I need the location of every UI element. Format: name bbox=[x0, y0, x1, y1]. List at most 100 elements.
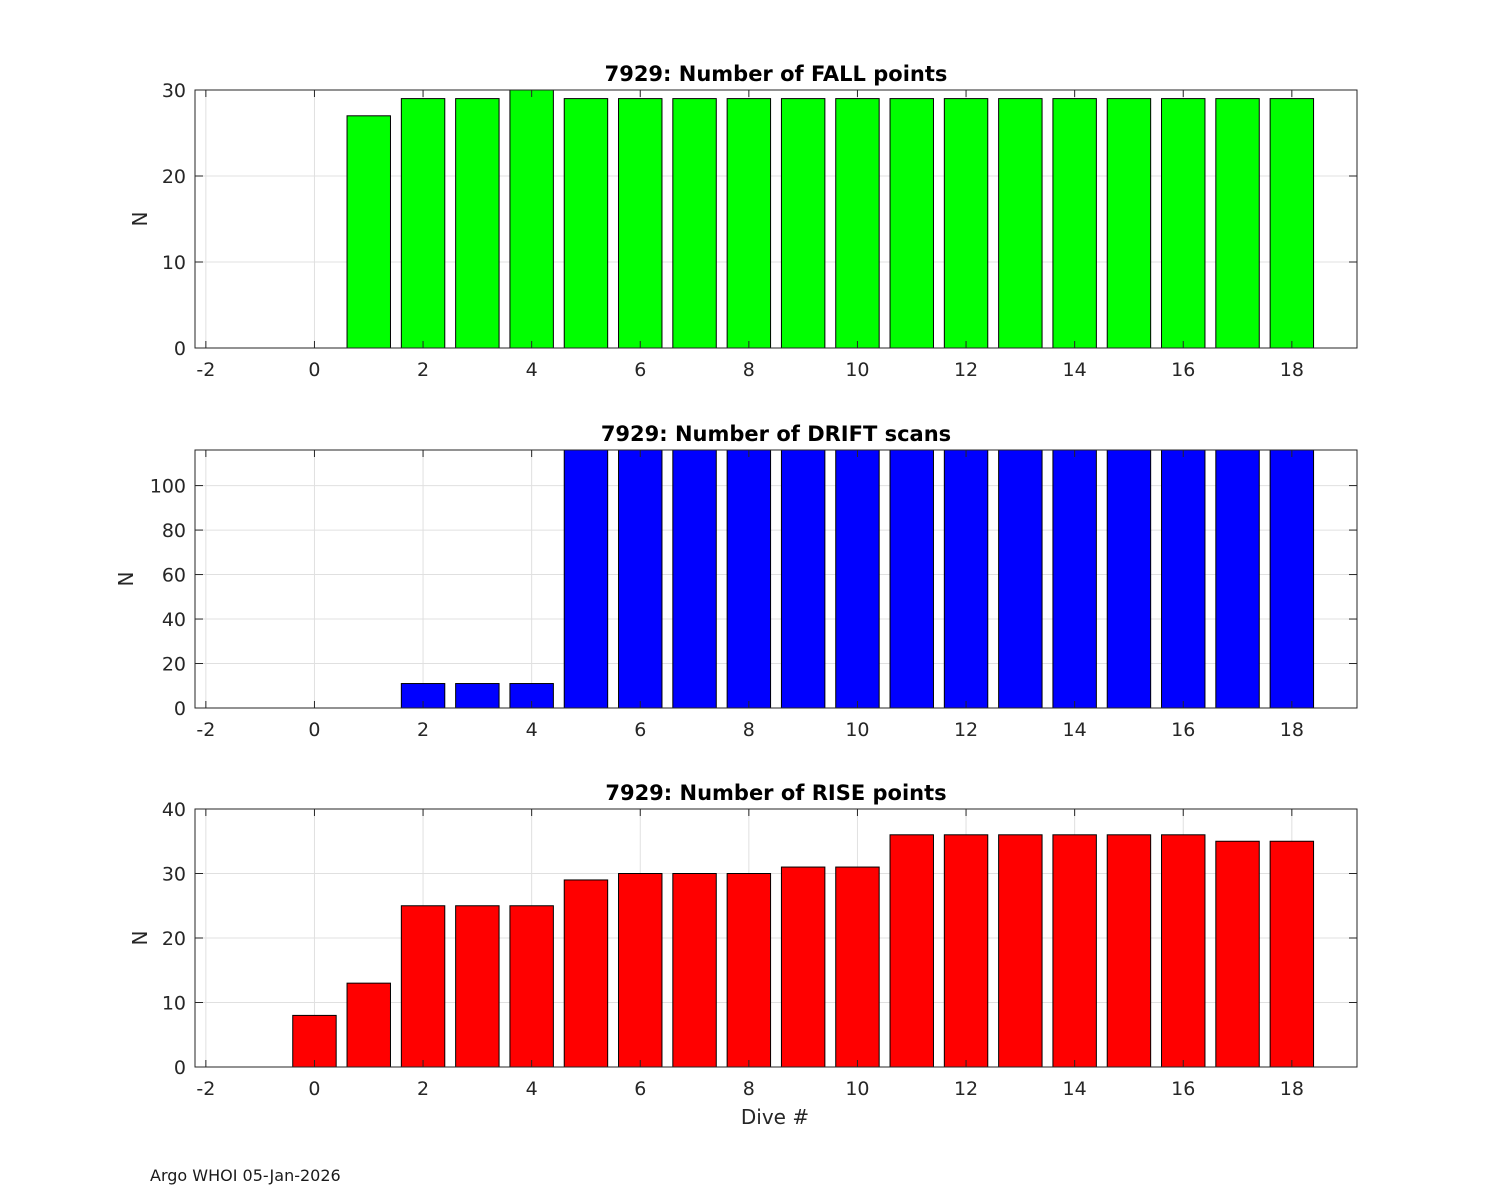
bar bbox=[455, 98, 500, 349]
x-tick-label: 14 bbox=[1063, 359, 1087, 381]
bar bbox=[1106, 449, 1152, 709]
chart-panel-2: -2 0 2 4 6 8 10 12 14 16 18 0 20 40 60 80 100 7929: Numbe… bbox=[114, 422, 1358, 741]
bar bbox=[780, 866, 826, 1068]
y-tick-label: 100 bbox=[150, 476, 186, 498]
x-tick-label: 18 bbox=[1280, 359, 1304, 381]
bar bbox=[726, 98, 772, 349]
y-tick-label: 0 bbox=[174, 698, 186, 720]
x-tick-label: 12 bbox=[954, 359, 978, 381]
y-tick-label: 10 bbox=[162, 252, 186, 274]
bar bbox=[943, 98, 989, 349]
bar bbox=[998, 449, 1043, 709]
x-tick-label: -2 bbox=[196, 359, 215, 381]
bar bbox=[1269, 98, 1315, 349]
bar bbox=[672, 98, 717, 349]
bar bbox=[563, 879, 609, 1068]
bar bbox=[563, 449, 609, 709]
y-tick-label: 20 bbox=[162, 654, 186, 676]
bar bbox=[292, 1014, 337, 1068]
x-tick-label: 12 bbox=[954, 1078, 978, 1100]
footer-credit: Argo WHOI 05-Jan-2026 bbox=[150, 1166, 341, 1185]
x-tick-label: 16 bbox=[1171, 359, 1195, 381]
chart-panel-1: -2 0 2 4 6 8 10 12 14 16 18 0 10 20 30 7929: Number of … bbox=[128, 62, 1358, 381]
bar bbox=[726, 873, 772, 1068]
bar bbox=[943, 834, 989, 1068]
x-tick-label: 4 bbox=[526, 719, 538, 741]
bar bbox=[618, 449, 663, 709]
bar bbox=[835, 866, 880, 1068]
bar bbox=[998, 98, 1043, 349]
bar bbox=[509, 905, 554, 1068]
x-tick-label: -2 bbox=[196, 1078, 215, 1100]
bar bbox=[1052, 834, 1097, 1068]
y-tick-label: 40 bbox=[162, 799, 186, 821]
bar bbox=[943, 449, 989, 709]
chart-title: 7929: Number of RISE points bbox=[605, 781, 946, 805]
bar bbox=[563, 98, 609, 349]
x-tick-label: 2 bbox=[417, 359, 429, 381]
chart-title: 7929: Number of DRIFT scans bbox=[601, 422, 951, 446]
x-tick-label: 8 bbox=[743, 1078, 755, 1100]
x-tick-label: 4 bbox=[526, 359, 538, 381]
bar bbox=[835, 449, 880, 709]
bar bbox=[998, 834, 1043, 1068]
bar bbox=[346, 115, 391, 349]
x-tick-label: 16 bbox=[1171, 1078, 1195, 1100]
y-axis-label: N bbox=[128, 212, 152, 227]
axes-box bbox=[194, 449, 1358, 709]
bar bbox=[889, 834, 934, 1068]
bar bbox=[1052, 98, 1097, 349]
bar bbox=[400, 905, 446, 1068]
x-tick-label: 8 bbox=[743, 719, 755, 741]
bar bbox=[889, 449, 934, 709]
x-tick-label: 10 bbox=[845, 719, 869, 741]
y-tick-label: 0 bbox=[174, 1057, 186, 1079]
x-tick-label: 10 bbox=[845, 359, 869, 381]
bar bbox=[618, 873, 663, 1068]
bar bbox=[672, 449, 717, 709]
x-axis-label: Dive # bbox=[741, 1105, 809, 1129]
bar bbox=[400, 98, 446, 349]
x-tick-label: 4 bbox=[526, 1078, 538, 1100]
x-tick-label: 14 bbox=[1063, 719, 1087, 741]
bar bbox=[780, 98, 826, 349]
x-tick-label: 14 bbox=[1063, 1078, 1087, 1100]
x-tick-label: 2 bbox=[417, 719, 429, 741]
bar bbox=[509, 89, 554, 349]
x-tick-label: 6 bbox=[634, 359, 646, 381]
bar bbox=[455, 683, 500, 709]
y-tick-label: 30 bbox=[162, 80, 186, 102]
x-tick-label: 6 bbox=[634, 1078, 646, 1100]
bar bbox=[889, 98, 934, 349]
x-tick-label: 0 bbox=[308, 359, 320, 381]
x-tick-label: 10 bbox=[845, 1078, 869, 1100]
bar bbox=[1269, 840, 1315, 1068]
axes-box bbox=[194, 89, 1358, 349]
bar bbox=[1106, 98, 1152, 349]
y-tick-label: 60 bbox=[162, 565, 186, 587]
y-tick-label: 20 bbox=[162, 928, 186, 950]
bar bbox=[1215, 840, 1260, 1068]
bar bbox=[1161, 834, 1206, 1068]
x-tick-label: 12 bbox=[954, 719, 978, 741]
x-tick-label: 0 bbox=[308, 1078, 320, 1100]
bar bbox=[1106, 834, 1152, 1068]
chart-panel-3: -2 0 2 4 6 8 10 12 14 16 18 0 10 20 30 40 7929: Number o… bbox=[128, 781, 1358, 1129]
bar bbox=[726, 449, 772, 709]
bar bbox=[455, 905, 500, 1068]
bar bbox=[1215, 98, 1260, 349]
y-tick-label: 0 bbox=[174, 338, 186, 360]
x-tick-label: -2 bbox=[196, 719, 215, 741]
bar bbox=[346, 982, 391, 1068]
y-axis-label: N bbox=[128, 931, 152, 946]
y-tick-label: 40 bbox=[162, 609, 186, 631]
x-tick-label: 18 bbox=[1280, 719, 1304, 741]
x-tick-label: 2 bbox=[417, 1078, 429, 1100]
x-tick-label: 16 bbox=[1171, 719, 1195, 741]
bar bbox=[1215, 449, 1260, 709]
x-tick-label: 18 bbox=[1280, 1078, 1304, 1100]
chart-title: 7929: Number of FALL points bbox=[605, 62, 948, 86]
bar bbox=[1161, 98, 1206, 349]
y-tick-label: 80 bbox=[162, 520, 186, 542]
